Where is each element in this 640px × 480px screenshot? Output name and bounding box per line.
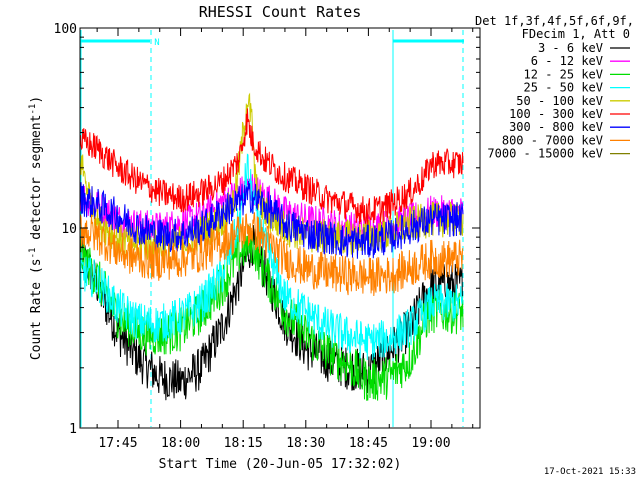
y-tick-label-2: 10	[61, 222, 77, 237]
series-line-6	[79, 108, 464, 226]
series-layer	[79, 92, 464, 401]
legend: Det 1f,3f,4f,5f,6f,9f, FDecim 1, Att 0 3…	[475, 14, 634, 161]
interval-n-label: N	[154, 38, 159, 48]
series-line-7	[79, 180, 464, 259]
footer-timestamp: 17-Oct-2021 15:33	[544, 467, 636, 477]
y-label-part-1: Count Rate (s	[29, 258, 44, 360]
x-tick-label-6: 19:00	[411, 436, 450, 451]
legend-label-9: 7000 - 15000 keV	[487, 147, 603, 161]
y-axis-label: Count Rate (s-1 detector segment-1)	[28, 96, 44, 360]
legend-header-line-1: Det 1f,3f,4f,5f,6f,9f,	[475, 14, 634, 28]
legend-header-line-2: FDecim 1, Att 0	[522, 27, 630, 41]
y-label-part-2: detector segment	[29, 115, 44, 248]
legend-label-2: 6 - 12 keV	[531, 54, 603, 68]
legend-label-7: 300 - 800 keV	[509, 120, 603, 134]
x-tick-label-1: 17:45	[98, 436, 137, 451]
y-label-sup-1: -1	[28, 248, 38, 259]
y-tick-label-1: 1	[69, 422, 77, 437]
y-label-part-3: )	[29, 96, 44, 104]
x-tick-label-4: 18:30	[286, 436, 325, 451]
series-line-8	[79, 212, 464, 297]
x-tick-label-3: 18:15	[224, 436, 263, 451]
y-tick-label-3: 100	[54, 22, 77, 37]
legend-label-6: 100 - 300 keV	[509, 107, 603, 121]
series-line-3	[79, 223, 464, 401]
legend-label-3: 12 - 25 keV	[524, 67, 603, 81]
y-label-sup-2: -1	[28, 104, 38, 115]
chart-title: RHESSI Count Rates	[199, 3, 362, 21]
legend-label-4: 25 - 50 keV	[524, 81, 603, 95]
legend-label-1: 3 - 6 keV	[538, 41, 603, 55]
x-tick-label-2: 18:00	[161, 436, 200, 451]
series-line-4	[79, 153, 464, 361]
x-tick-label-5: 18:45	[349, 436, 388, 451]
legend-label-8: 800 - 7000 keV	[502, 133, 603, 147]
legend-label-5: 50 - 100 keV	[516, 94, 603, 108]
x-axis-label: Start Time (20-Jun-05 17:32:02)	[159, 457, 402, 472]
axis-ticks: 1 10 100 17:45 18:00 18:15 18:30 18:45 19:00	[54, 22, 480, 451]
